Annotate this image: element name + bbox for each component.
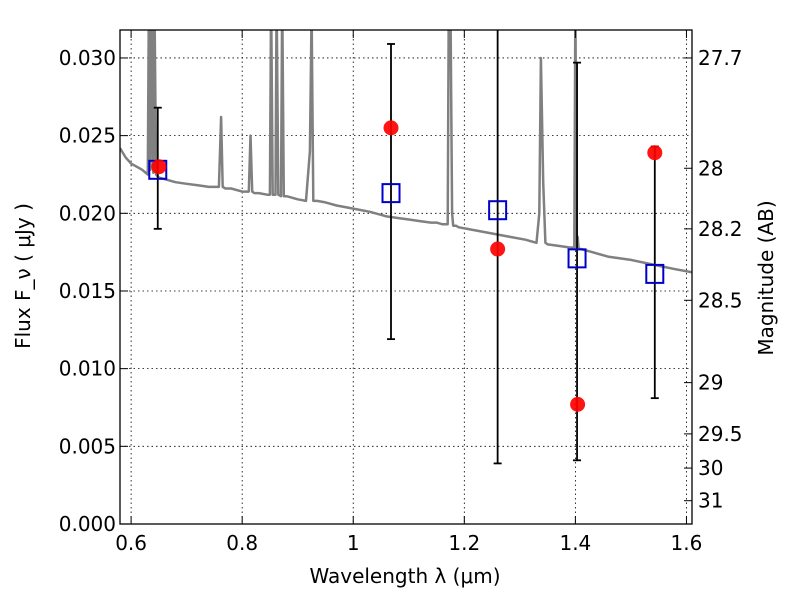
x-tick-label: 0.6 — [115, 531, 147, 555]
x-tick-label: 1 — [347, 531, 360, 555]
circle-marker — [490, 241, 506, 257]
y-tick-label: 0.020 — [59, 201, 116, 225]
x-axis-title: Wavelength λ (μm) — [309, 564, 500, 588]
plot-clip-group — [120, 30, 692, 465]
circle-marker — [151, 159, 167, 175]
x-tick-label: 1.4 — [559, 531, 591, 555]
y2-tick-label: 30 — [698, 456, 723, 480]
plot-area — [120, 30, 692, 465]
y-tick-label: 0.015 — [59, 279, 116, 303]
square-marker — [645, 263, 665, 284]
y-tick-label: 0.030 — [59, 46, 116, 70]
y-tick-label: 0.005 — [59, 434, 116, 458]
y2-tick-label: 27.7 — [698, 46, 743, 70]
square-marker — [381, 183, 401, 204]
plot-frame — [119, 29, 693, 525]
y2-axis-title: Magnitude (AB) — [754, 200, 778, 355]
square-marker — [488, 200, 508, 221]
y2-tick-label: 29 — [698, 371, 723, 395]
square-marker — [567, 248, 587, 269]
circle-marker — [647, 145, 663, 161]
circle-marker — [570, 396, 586, 412]
error-bar — [387, 43, 396, 341]
y2-tick-label: 29.5 — [698, 422, 743, 446]
x-tick-label: 0.8 — [226, 531, 258, 555]
y-tick-label: 0.025 — [59, 124, 116, 148]
error-bar — [573, 61, 582, 462]
circle-marker — [383, 120, 399, 136]
y2-tick-label: 28 — [698, 156, 723, 180]
y-axis-title: Flux F_ν ( μJy ) — [11, 203, 35, 349]
error-bar — [493, 30, 502, 465]
axes: 0.6 0.8 1 1.2 1.4 1.6 0.000 0.005 0.010 0.015 0.02… — [59, 29, 743, 555]
y-tick-label: 0.000 — [59, 512, 116, 536]
y2-tick-label: 28.5 — [698, 288, 743, 312]
x-tick-label: 1.6 — [671, 531, 703, 555]
y2-tick-label: 31 — [698, 489, 723, 513]
y-tick-label: 0.010 — [59, 357, 116, 381]
x-tick-label: 1.2 — [448, 531, 480, 555]
y2-tick-label: 28.2 — [698, 217, 743, 241]
spectrum-line — [120, 30, 692, 274]
